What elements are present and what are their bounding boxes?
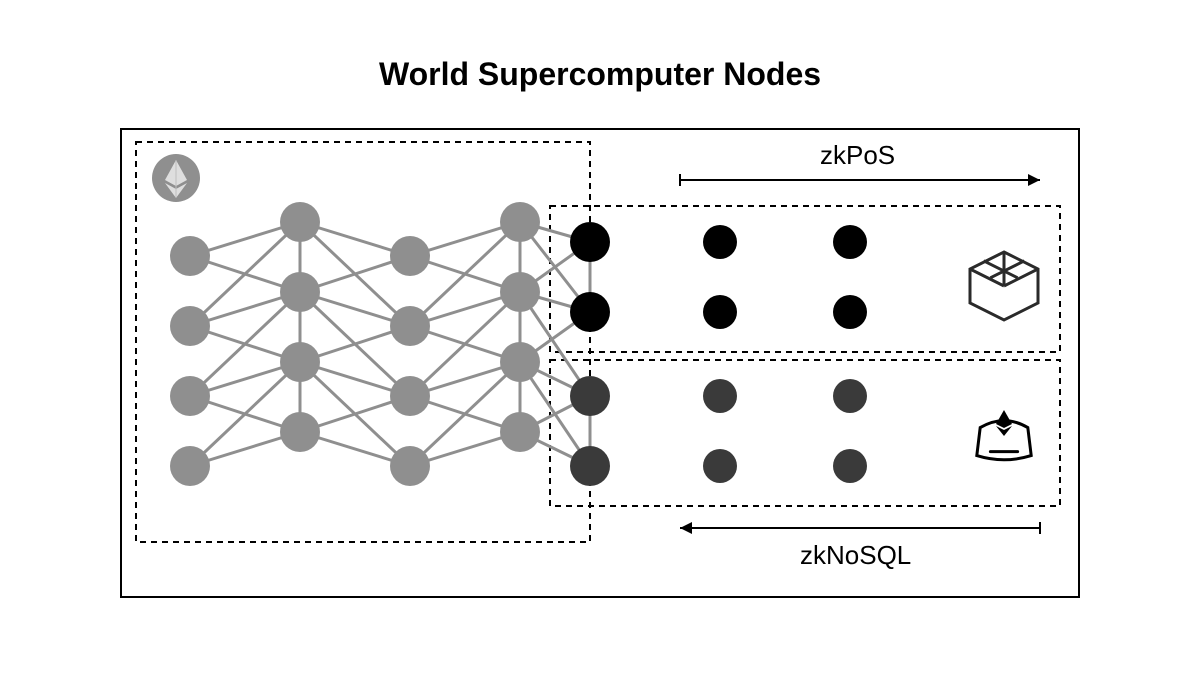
page-title: World Supercomputer Nodes: [0, 56, 1200, 93]
diagram-svg: [120, 128, 1080, 598]
node-c4r4: [500, 412, 540, 452]
node-c3r3: [390, 376, 430, 416]
node-c1r4: [170, 446, 210, 486]
node-c1r1: [170, 236, 210, 276]
node-c6b1: [703, 379, 737, 413]
node-c5r3: [570, 376, 610, 416]
node-c5r1: [570, 222, 610, 262]
node-c6t1: [703, 225, 737, 259]
cube-icon: [970, 252, 1038, 320]
node-c6b2: [703, 449, 737, 483]
node-c4r1: [500, 202, 540, 242]
node-c3r2: [390, 306, 430, 346]
node-c4r3: [500, 342, 540, 382]
node-c6t2: [703, 295, 737, 329]
arrow-label-zkpos: zkPoS: [820, 140, 895, 171]
node-c2r1: [280, 202, 320, 242]
arrow: [680, 522, 1040, 534]
node-c7t2: [833, 295, 867, 329]
node-c7b2: [833, 449, 867, 483]
node-c2r4: [280, 412, 320, 452]
arrow: [680, 174, 1040, 186]
node-c7t1: [833, 225, 867, 259]
diagram-stage: zkPoS zkNoSQL: [120, 128, 1080, 598]
node-c2r2: [280, 272, 320, 312]
arrow-label-zknosql: zkNoSQL: [800, 540, 911, 571]
node-c3r1: [390, 236, 430, 276]
node-c2r3: [280, 342, 320, 382]
dashed-box-top: [550, 206, 1060, 352]
node-c7b1: [833, 379, 867, 413]
node-c5r2: [570, 292, 610, 332]
node-c4r2: [500, 272, 540, 312]
node-c5r4: [570, 446, 610, 486]
ethereum-icon: [152, 154, 200, 202]
storage-icon: [977, 410, 1031, 460]
node-c1r2: [170, 306, 210, 346]
node-c1r3: [170, 376, 210, 416]
node-c3r4: [390, 446, 430, 486]
